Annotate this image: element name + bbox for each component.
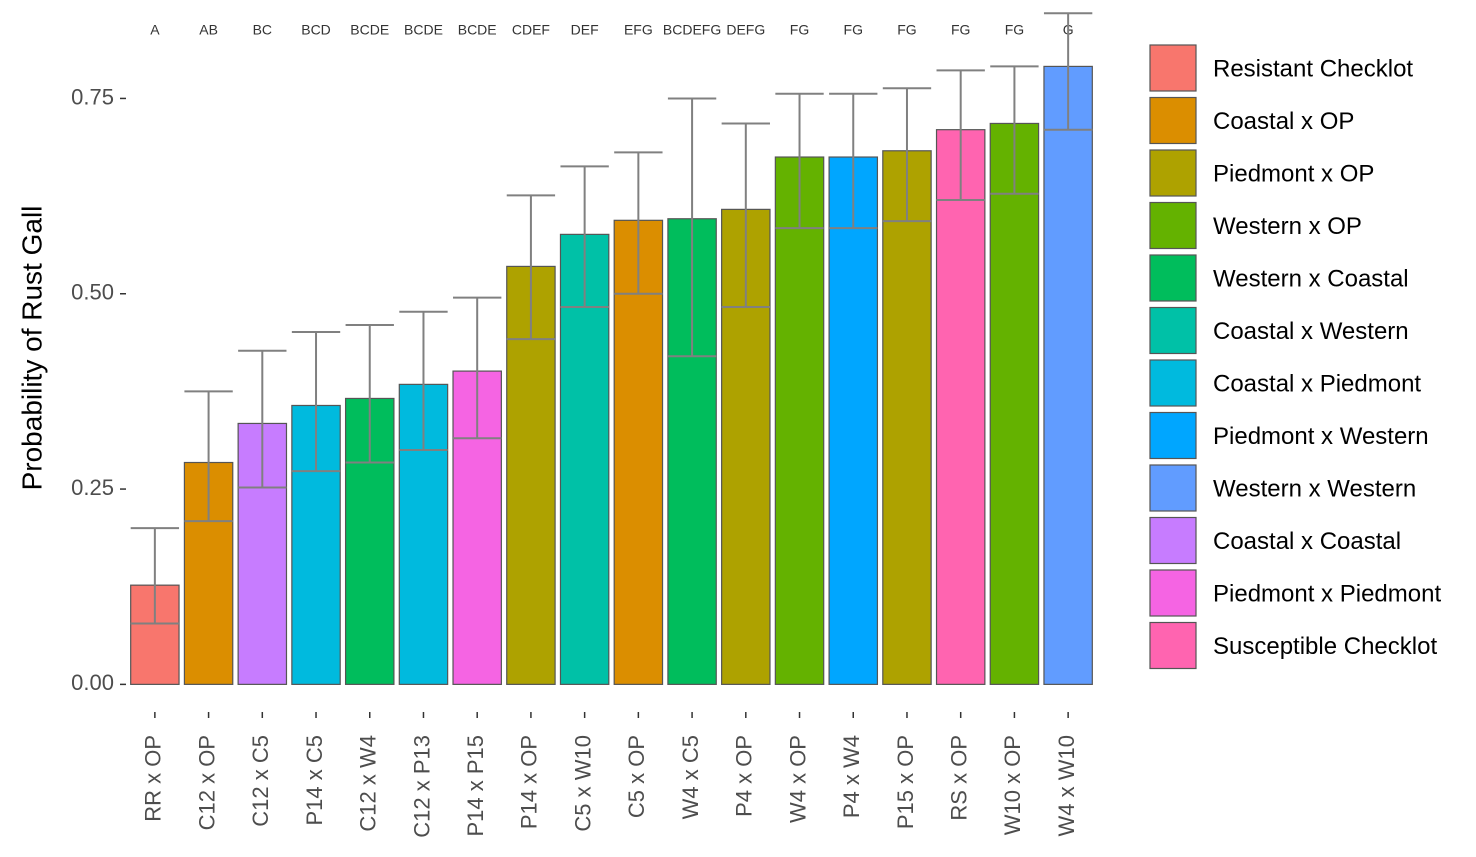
legend-key xyxy=(1149,359,1197,407)
legend-key xyxy=(1149,464,1197,512)
legend-label: Western x Western xyxy=(1213,475,1416,502)
group-letter: CDEF xyxy=(512,22,550,38)
error-bar xyxy=(238,349,287,489)
x-tick-label: P4 x W4 xyxy=(839,735,864,818)
group-letter: AB xyxy=(199,22,218,38)
error-bar xyxy=(453,296,502,440)
error-bar xyxy=(775,92,824,230)
bar xyxy=(882,150,932,685)
bar xyxy=(1043,65,1093,685)
y-tick-label: 0.25 xyxy=(71,475,114,500)
error-bar xyxy=(721,122,770,309)
x-tick-label: C5 x W10 xyxy=(570,735,595,832)
error-bar xyxy=(882,87,932,223)
legend-key xyxy=(1149,569,1197,617)
legend-key xyxy=(1149,201,1197,250)
group-letter: BC xyxy=(253,22,272,38)
x-tick-label: W4 x OP xyxy=(785,735,810,823)
x-tick-label: C12 x W4 xyxy=(356,735,381,832)
x-tick-label: P14 x OP xyxy=(517,735,542,829)
bar xyxy=(989,122,1040,685)
legend-label: Piedmont x OP xyxy=(1213,160,1374,187)
legend-key xyxy=(1149,96,1197,145)
x-tick-label: C5 x OP xyxy=(624,735,649,818)
bar xyxy=(935,129,986,685)
legend-key xyxy=(1149,411,1197,460)
legend-label: Coastal x Coastal xyxy=(1213,528,1401,555)
legend-label: Resistant Checklot xyxy=(1213,55,1413,82)
error-bar xyxy=(184,390,233,523)
y-tick-label: 0.75 xyxy=(71,84,114,109)
x-tick-label: P4 x OP xyxy=(732,735,757,817)
x-tick-label: C12 x OP xyxy=(194,735,219,830)
x-tick-label: C12 x C5 xyxy=(248,735,273,827)
x-tick-label: P14 x C5 xyxy=(302,735,327,826)
legend-label: Coastal x Piedmont xyxy=(1213,370,1421,397)
x-tick-label: C12 x P13 xyxy=(409,735,434,838)
legend-key xyxy=(1149,621,1197,670)
legend-label: Western x Coastal xyxy=(1213,265,1409,292)
legend-label: Western x OP xyxy=(1213,213,1362,240)
error-bar xyxy=(130,527,180,625)
y-tick-label: 0.00 xyxy=(71,670,114,695)
legend-label: Coastal x OP xyxy=(1213,108,1354,135)
error-bar xyxy=(614,151,663,295)
group-letter: DEFG xyxy=(726,22,765,38)
group-letter: BCDE xyxy=(404,22,443,38)
error-bar xyxy=(667,97,717,358)
error-bar xyxy=(1043,12,1093,131)
group-letter: EFG xyxy=(624,22,653,38)
legend-key xyxy=(1149,306,1197,355)
group-letter: BCD xyxy=(301,22,331,38)
error-bar xyxy=(399,310,448,451)
x-tick-label: P15 x OP xyxy=(893,735,918,829)
group-letter: FG xyxy=(790,22,809,38)
legend-key xyxy=(1149,516,1197,565)
bar xyxy=(559,233,610,685)
x-tick-label: RR x OP xyxy=(141,735,166,822)
bar xyxy=(774,156,825,685)
error-bar xyxy=(829,92,878,230)
legend-key xyxy=(1149,44,1197,92)
error-bar xyxy=(936,69,985,201)
legend-label: Piedmont x Piedmont xyxy=(1213,580,1441,607)
group-letter: DEF xyxy=(571,22,599,38)
group-letter: FG xyxy=(897,22,916,38)
group-letter: FG xyxy=(951,22,970,38)
group-letter: FG xyxy=(844,22,863,38)
legend-key xyxy=(1149,149,1197,197)
group-letter: BCDEFG xyxy=(663,22,721,38)
x-tick-label: W4 x W10 xyxy=(1054,735,1079,836)
group-letter: BCDE xyxy=(350,22,389,38)
error-bar xyxy=(990,65,1039,195)
group-letter: FG xyxy=(1005,22,1024,38)
x-tick-label: RS x OP xyxy=(947,735,972,821)
legend-label: Susceptible Checklot xyxy=(1213,633,1437,660)
x-tick-label: W10 x OP xyxy=(1000,735,1025,835)
bar xyxy=(828,156,879,685)
group-letter: BCDE xyxy=(458,22,497,38)
legend-label: Piedmont x Western xyxy=(1213,423,1429,450)
error-bar xyxy=(345,324,394,464)
y-axis-title: Probability of Rust Gall xyxy=(16,206,47,491)
x-tick-label: P14 x P15 xyxy=(463,735,488,837)
error-bar xyxy=(506,194,556,341)
legend-key xyxy=(1149,254,1197,302)
y-tick-label: 0.50 xyxy=(71,280,114,305)
error-bar xyxy=(291,331,341,473)
x-tick-label: W4 x C5 xyxy=(678,735,703,819)
error-bar xyxy=(560,165,609,309)
legend-label: Coastal x Western xyxy=(1213,318,1409,345)
bar xyxy=(613,219,664,685)
group-letter: A xyxy=(150,22,160,38)
